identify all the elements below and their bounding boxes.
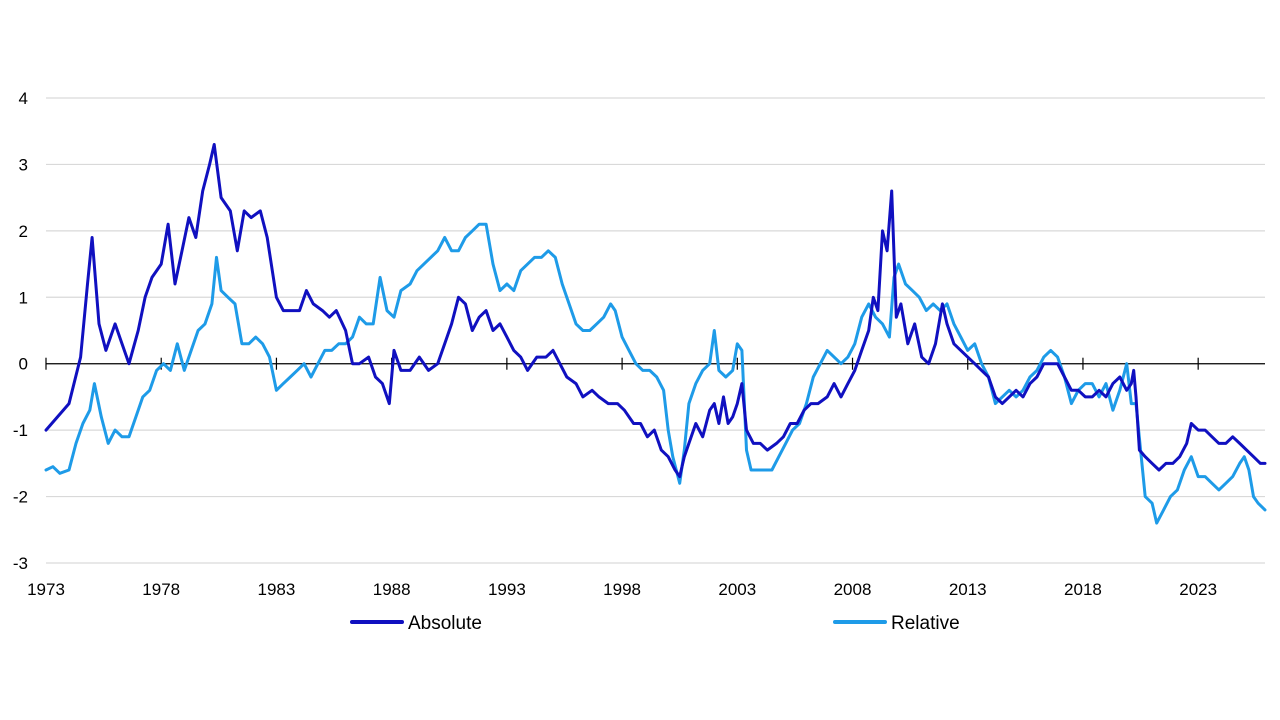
x-tick-label: 2003 bbox=[718, 580, 756, 599]
legend: Absolute Relative bbox=[350, 613, 960, 634]
y-tick-label: -2 bbox=[13, 488, 28, 507]
x-tick-label: 1998 bbox=[603, 580, 641, 599]
y-tick-label: -1 bbox=[13, 421, 28, 440]
x-tick-label: 1988 bbox=[373, 580, 411, 599]
y-tick-label: -3 bbox=[13, 554, 28, 573]
x-tick-label: 2023 bbox=[1179, 580, 1217, 599]
x-tick-label: 2013 bbox=[949, 580, 987, 599]
y-tick-label: 2 bbox=[19, 222, 28, 241]
x-tick-label: 2018 bbox=[1064, 580, 1102, 599]
legend-label-relative: Relative bbox=[891, 613, 960, 634]
x-tick-label: 2008 bbox=[834, 580, 872, 599]
y-tick-label: 0 bbox=[19, 355, 28, 374]
y-tick-label: 3 bbox=[19, 155, 28, 174]
x-tick-label: 1993 bbox=[488, 580, 526, 599]
y-tick-label: 4 bbox=[19, 89, 28, 108]
x-axis: 1973 1978 1983 1988 1993 1998 2003 2008 2013 2018… bbox=[27, 357, 1265, 599]
series-line-absolute bbox=[44, 143, 1267, 479]
x-tick-label: 1973 bbox=[27, 580, 65, 599]
y-axis: 4 3 2 1 0 -1 -2 -3 bbox=[13, 89, 28, 573]
y-tick-label: 1 bbox=[19, 288, 28, 307]
x-tick-label: 1978 bbox=[142, 580, 180, 599]
series-line-relative bbox=[44, 222, 1267, 525]
gridlines bbox=[46, 97, 1265, 564]
legend-label-absolute: Absolute bbox=[408, 613, 482, 634]
series-lines bbox=[44, 143, 1267, 525]
x-tick-label: 1983 bbox=[258, 580, 296, 599]
